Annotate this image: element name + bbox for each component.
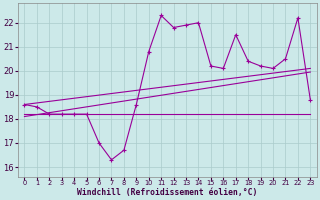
X-axis label: Windchill (Refroidissement éolien,°C): Windchill (Refroidissement éolien,°C) (77, 188, 258, 197)
